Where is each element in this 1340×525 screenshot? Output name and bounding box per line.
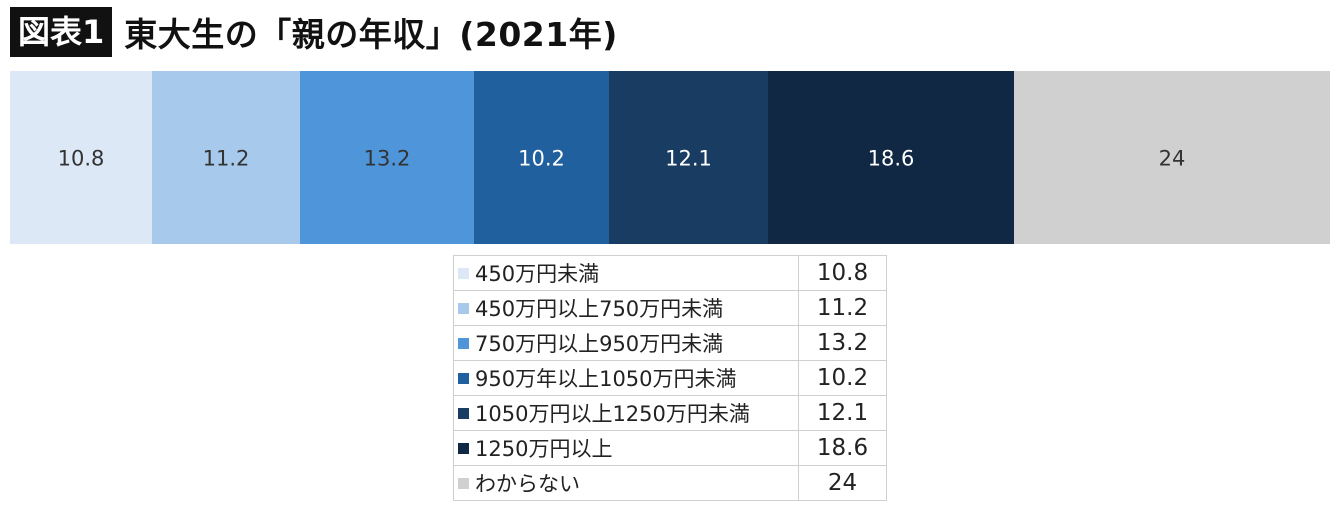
legend-swatch xyxy=(458,337,469,349)
legend-category-label: 750万円以上950万円未満 xyxy=(475,332,724,356)
bar-value-label-1: 10.8 xyxy=(58,147,105,171)
legend-category-label: 1050万円以上1250万円未満 xyxy=(475,402,750,426)
legend-value-cell: 24 xyxy=(798,465,887,501)
bar-value-label-3: 13.2 xyxy=(364,147,411,171)
legend-row: 450万円未満 10.8 xyxy=(453,255,887,291)
bar-value-label-6: 18.6 xyxy=(868,147,915,171)
legend-value-cell: 10.2 xyxy=(798,360,887,396)
legend-swatch xyxy=(458,407,469,419)
bar-segment-7 xyxy=(1014,71,1330,244)
bar-segment-1 xyxy=(10,71,152,244)
legend-category-cell: 950万年以上1050万円未満 xyxy=(453,360,799,396)
bar-segment-4 xyxy=(474,71,609,244)
legend-value-cell: 12.1 xyxy=(798,395,887,431)
legend-category-cell: 1250万円以上 xyxy=(453,430,799,466)
legend-category-cell: 750万円以上950万円未満 xyxy=(453,325,799,361)
bar-segment-2 xyxy=(152,71,300,244)
bar-segment-5 xyxy=(609,71,768,244)
stacked-bar-chart: 10.8 11.2 13.2 10.2 12.1 18.6 24 xyxy=(10,71,1330,244)
legend-row: 750万円以上950万円未満 13.2 xyxy=(453,325,887,361)
legend-category-cell: 450万円未満 xyxy=(453,255,799,291)
bar-value-label-7: 24 xyxy=(1159,147,1186,171)
legend-swatch xyxy=(458,442,469,454)
chart-title: 東大生の「親の年収」(2021年) xyxy=(124,15,618,54)
legend-category-label: 450万円以上750万円未満 xyxy=(475,297,724,321)
legend-category-cell: 1050万円以上1250万円未満 xyxy=(453,395,799,431)
chart-header: 図表1 東大生の「親の年収」(2021年) xyxy=(10,6,618,58)
legend-category-label: わからない xyxy=(475,472,580,496)
legend-swatch xyxy=(458,372,469,384)
legend-value-cell: 10.8 xyxy=(798,255,887,291)
legend-row: 950万年以上1050万円未満 10.2 xyxy=(453,360,887,396)
legend-category-cell: 450万円以上750万円未満 xyxy=(453,290,799,326)
figure-badge: 図表1 xyxy=(10,7,113,57)
bar-segment-6 xyxy=(768,71,1014,244)
legend-category-label: 1250万円以上 xyxy=(475,437,613,461)
legend-swatch xyxy=(458,302,469,314)
legend-value-cell: 18.6 xyxy=(798,430,887,466)
legend-row: 450万円以上750万円未満 11.2 xyxy=(453,290,887,326)
legend-category-label: 950万年以上1050万円未満 xyxy=(475,367,737,391)
legend-value-cell: 11.2 xyxy=(798,290,887,326)
bar-value-label-4: 10.2 xyxy=(518,147,565,171)
legend-value-cell: 13.2 xyxy=(798,325,887,361)
bar-value-label-5: 12.1 xyxy=(665,147,712,171)
legend-table: 450万円未満 10.8 450万円以上750万円未満 11.2 750万円以上950万… xyxy=(453,255,887,501)
legend-row: 1250万円以上 18.6 xyxy=(453,430,887,466)
bar-value-label-2: 11.2 xyxy=(203,147,250,171)
legend-swatch xyxy=(458,267,469,279)
bar-segment-3 xyxy=(300,71,474,244)
legend-category-cell: わからない xyxy=(453,465,799,501)
legend-swatch xyxy=(458,477,469,489)
legend-category-label: 450万円未満 xyxy=(475,262,600,286)
legend-row: わからない 24 xyxy=(453,465,887,501)
legend-row: 1050万円以上1250万円未満 12.1 xyxy=(453,395,887,431)
